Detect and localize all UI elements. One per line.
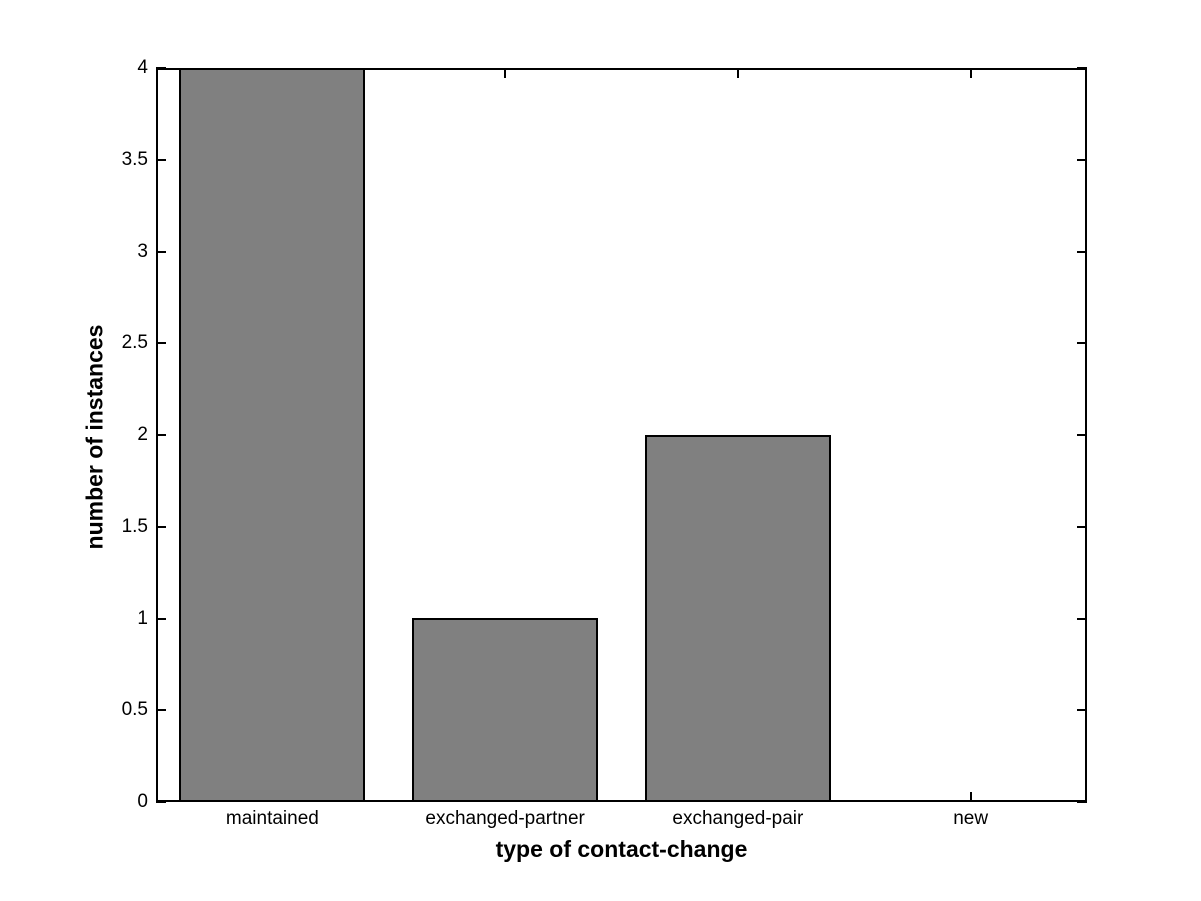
y-tick-right: [1077, 801, 1087, 803]
bar-exchanged-partner: [412, 618, 598, 802]
y-tick-left: [156, 158, 166, 161]
x-tick-label: maintained: [225, 808, 319, 829]
x-tick-label: exchanged-partner: [425, 808, 585, 829]
y-tick-left: [156, 67, 166, 69]
y-tick-label: 4: [137, 57, 148, 78]
y-tick-label: 0: [137, 791, 148, 812]
x-tick-bottom: [969, 792, 972, 802]
x-tick-top: [504, 68, 507, 78]
y-tick-right: [1077, 617, 1087, 620]
y-tick-label: 1.5: [121, 515, 148, 537]
y-tick-left: [156, 525, 166, 528]
y-tick-left: [156, 250, 166, 253]
y-tick-label: 1: [137, 607, 148, 629]
y-tick-right: [1077, 709, 1087, 712]
y-axis-title: number of instances: [81, 324, 108, 550]
x-tick-label: exchanged-pair: [672, 808, 804, 829]
y-tick-label: 3.5: [121, 148, 148, 170]
x-tick-label: new: [953, 808, 989, 829]
plot-area: [156, 67, 1087, 803]
y-tick-right: [1077, 67, 1087, 69]
bar-exchanged-pair: [645, 435, 831, 802]
x-tick-top: [969, 68, 972, 78]
bars-layer: [156, 68, 1087, 802]
y-tick-right: [1077, 250, 1087, 253]
y-tick-left: [156, 709, 166, 712]
y-tick-left: [156, 801, 166, 803]
y-tick-left: [156, 342, 166, 345]
x-tick-top: [736, 68, 739, 78]
ticks-layer: [156, 67, 1087, 803]
y-tick-label: 3: [137, 240, 148, 262]
y-tick-right: [1077, 342, 1087, 345]
y-tick-label: 0.5: [121, 699, 148, 721]
y-tick-left: [156, 434, 166, 436]
y-tick-right: [1077, 434, 1087, 436]
y-tick-left: [156, 617, 166, 620]
x-axis-title: type of contact-change: [495, 836, 748, 862]
bar-maintained: [179, 68, 365, 802]
y-tick-label: 2.5: [121, 332, 148, 354]
y-tick-right: [1077, 158, 1087, 161]
y-tick-label: 2: [137, 424, 148, 445]
y-tick-right: [1077, 525, 1087, 528]
